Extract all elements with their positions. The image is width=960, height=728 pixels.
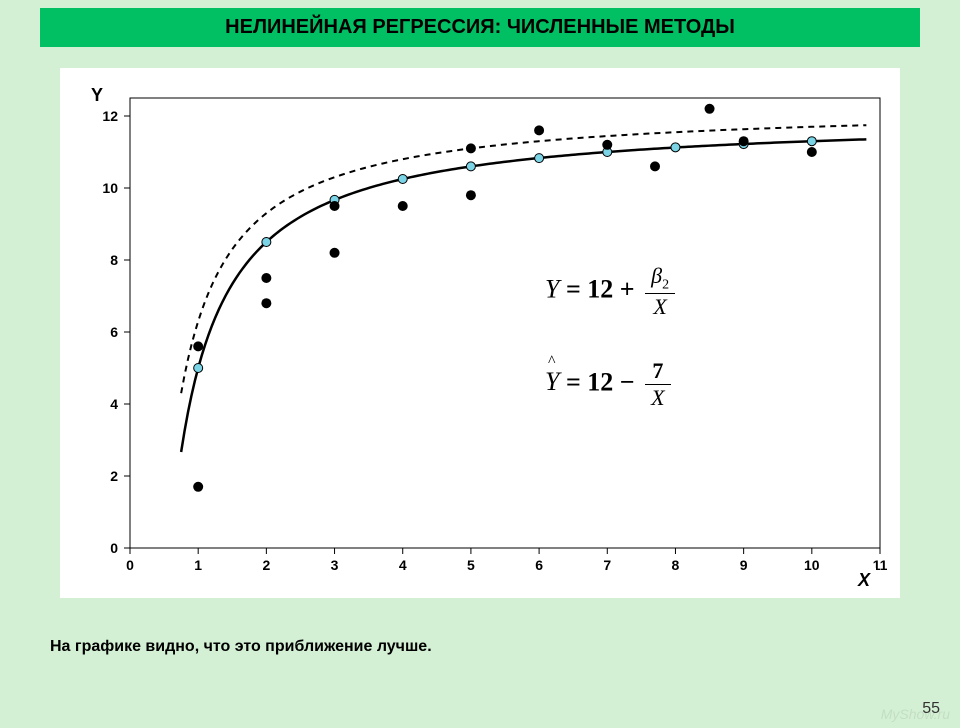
- svg-text:8: 8: [672, 557, 680, 573]
- svg-text:2: 2: [262, 557, 270, 573]
- x-axis-label: X: [852, 568, 876, 593]
- svg-text:5: 5: [467, 557, 475, 573]
- svg-text:0: 0: [126, 557, 134, 573]
- svg-text:4: 4: [399, 557, 407, 573]
- svg-text:8: 8: [110, 252, 118, 268]
- svg-text:2: 2: [110, 468, 118, 484]
- svg-text:6: 6: [535, 557, 543, 573]
- svg-text:12: 12: [102, 108, 118, 124]
- svg-text:1: 1: [194, 557, 202, 573]
- chart-svg: 01234567891011024681012: [60, 68, 900, 598]
- page-title: НЕЛИНЕЙНАЯ РЕГРЕССИЯ: ЧИСЛЕННЫЕ МЕТОДЫ: [40, 8, 920, 47]
- svg-text:3: 3: [331, 557, 339, 573]
- svg-text:10: 10: [102, 180, 118, 196]
- svg-text:0: 0: [110, 540, 118, 556]
- svg-text:7: 7: [603, 557, 611, 573]
- svg-text:10: 10: [804, 557, 820, 573]
- svg-text:6: 6: [110, 324, 118, 340]
- chart-area: 01234567891011024681012: [60, 68, 900, 598]
- y-axis-label: Y: [85, 83, 109, 108]
- svg-text:9: 9: [740, 557, 748, 573]
- svg-text:4: 4: [110, 396, 118, 412]
- equation-model: Y = 12 + β2X: [545, 263, 679, 320]
- equation-fitted: Y = 12 − 7X: [545, 358, 675, 411]
- caption-text: На графике видно, что это приближение лу…: [50, 638, 432, 656]
